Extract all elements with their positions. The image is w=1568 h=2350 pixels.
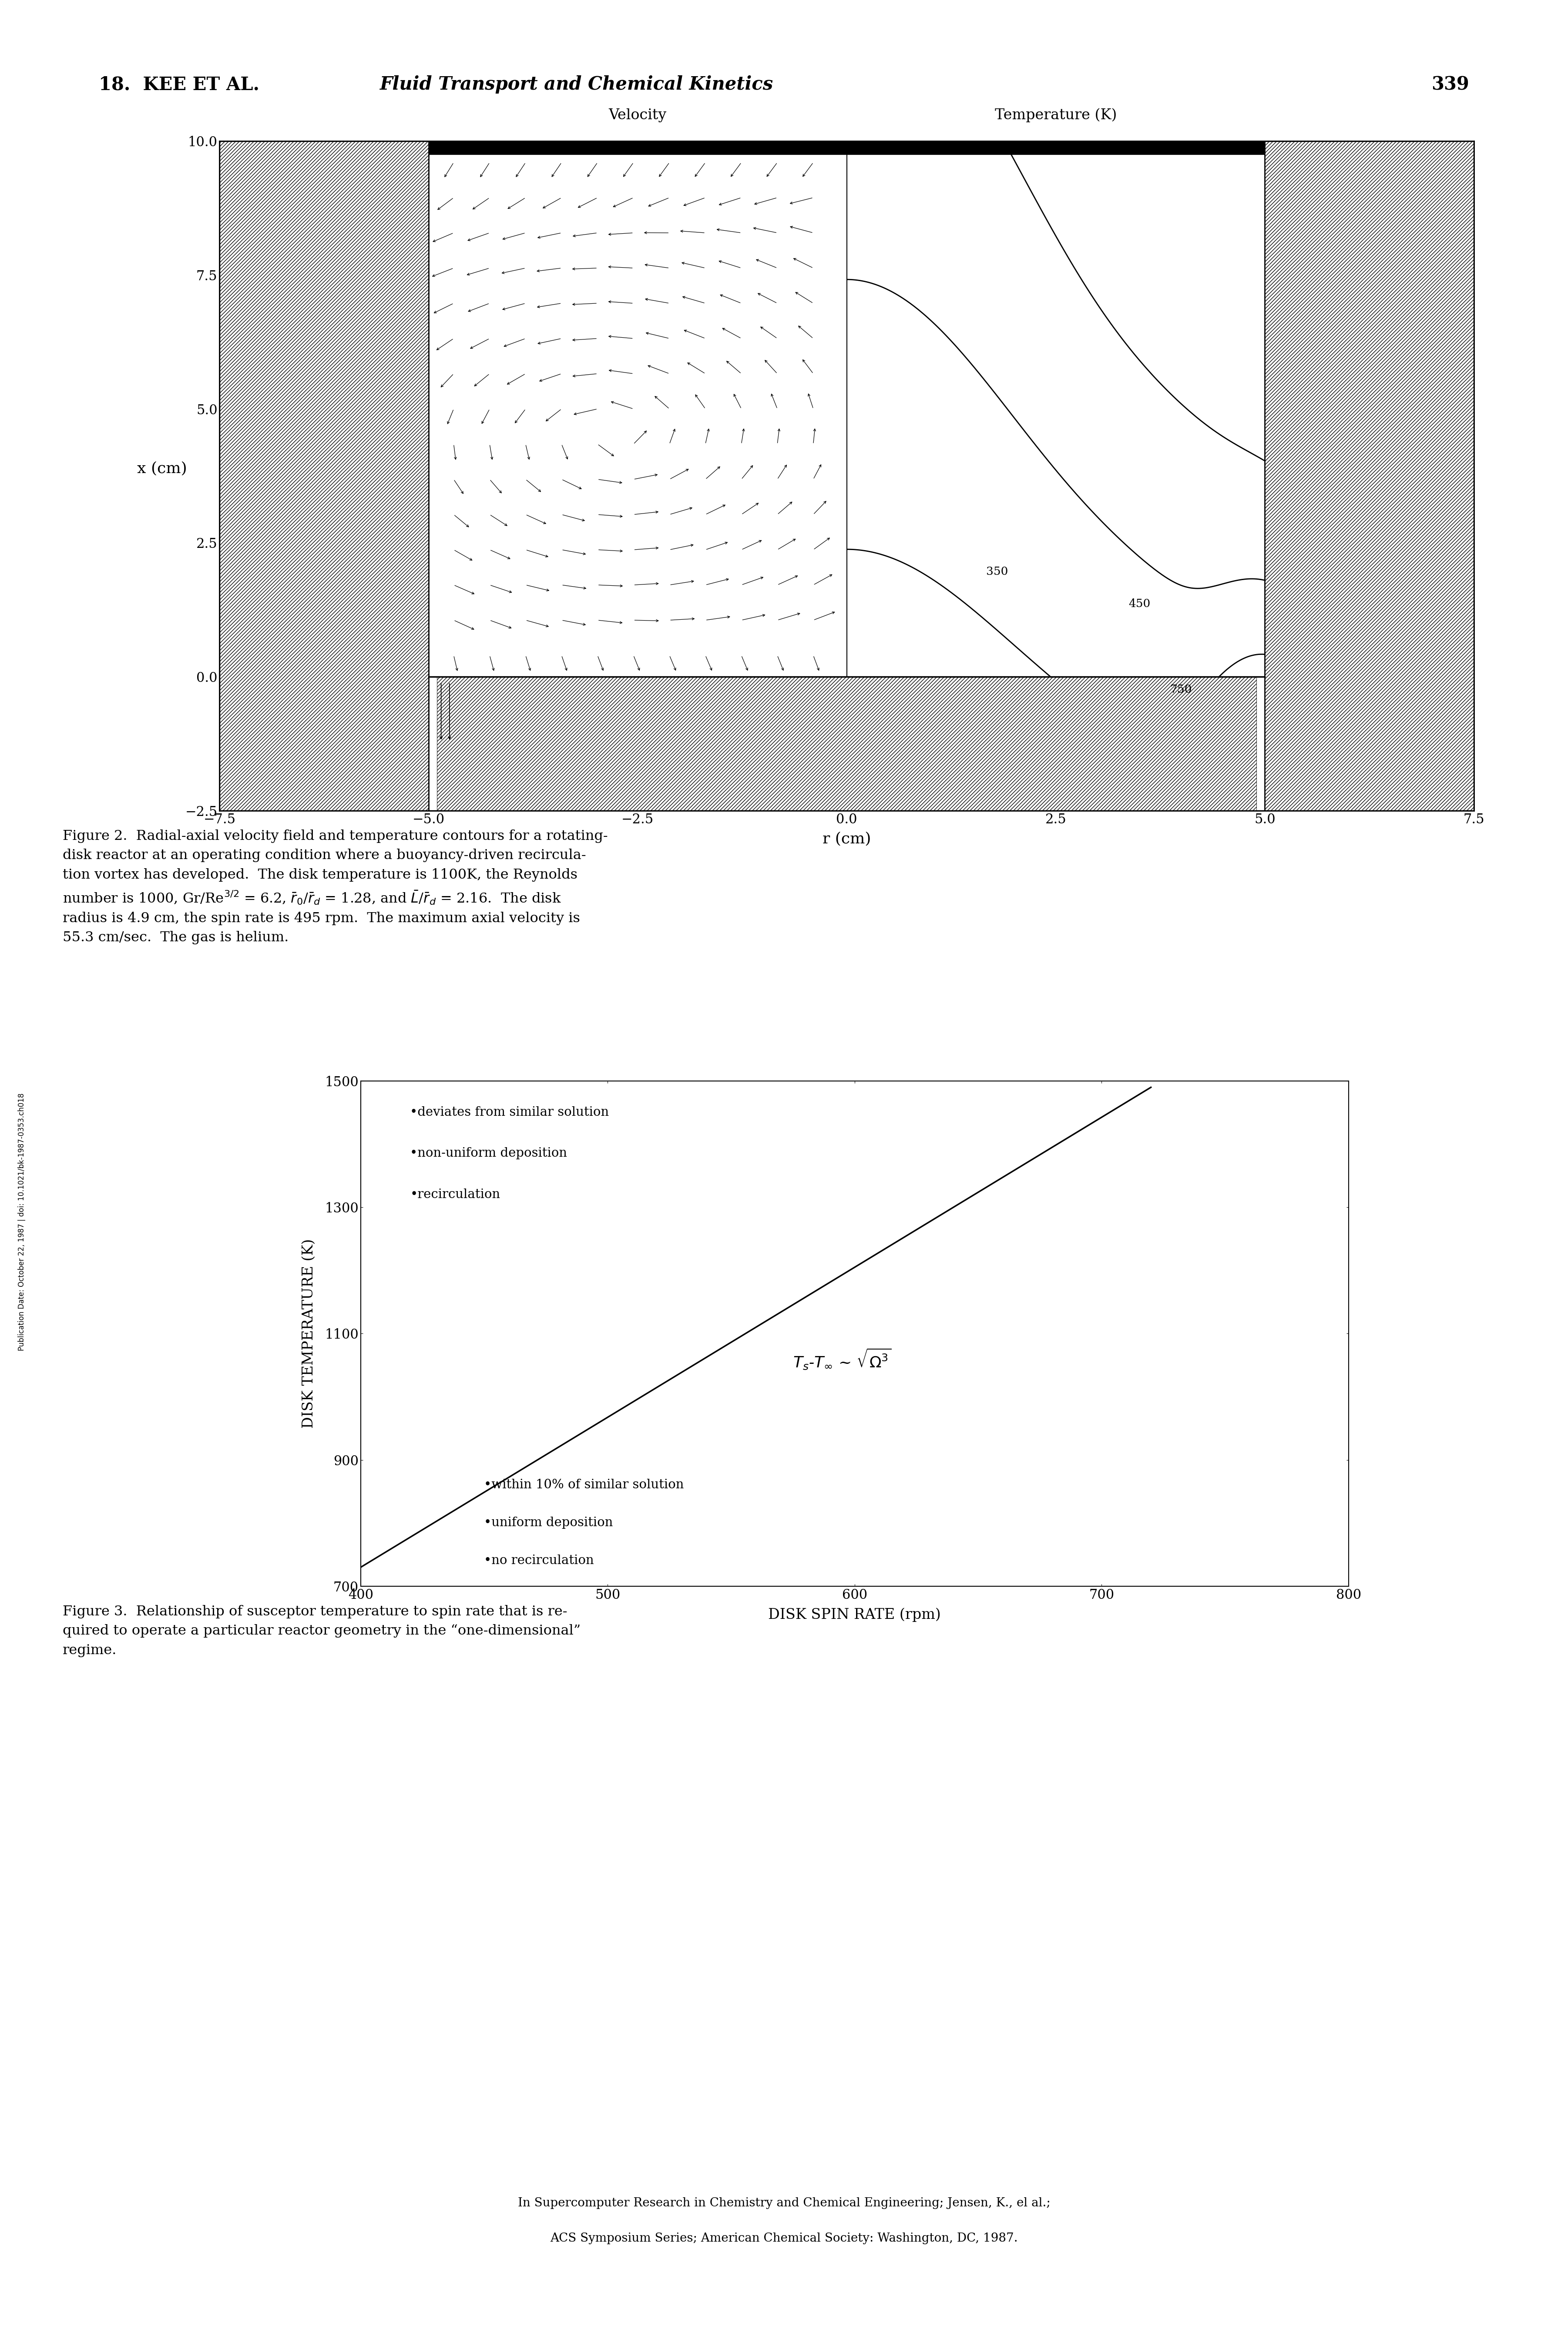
- Polygon shape: [1265, 141, 1474, 811]
- Text: ACS Symposium Series; American Chemical Society: Washington, DC, 1987.: ACS Symposium Series; American Chemical …: [550, 2232, 1018, 2244]
- Polygon shape: [220, 141, 428, 811]
- Text: $T_s$-$T_\infty$ ~ $\sqrt{\Omega^3}$: $T_s$-$T_\infty$ ~ $\sqrt{\Omega^3}$: [793, 1347, 892, 1370]
- Text: •deviates from similar solution: •deviates from similar solution: [409, 1107, 608, 1119]
- X-axis label: DISK SPIN RATE (rpm): DISK SPIN RATE (rpm): [768, 1607, 941, 1622]
- Text: 750: 750: [1170, 684, 1192, 696]
- Text: •no recirculation: •no recirculation: [485, 1556, 594, 1567]
- Text: 450: 450: [1129, 599, 1151, 609]
- Text: Fluid Transport and Chemical Kinetics: Fluid Transport and Chemical Kinetics: [379, 75, 773, 94]
- Text: Velocity: Velocity: [608, 108, 666, 122]
- Text: 339: 339: [1432, 75, 1469, 94]
- Polygon shape: [1256, 677, 1265, 811]
- Text: •within 10% of similar solution: •within 10% of similar solution: [485, 1478, 684, 1490]
- Text: 18.  KEE ET AL.: 18. KEE ET AL.: [99, 75, 259, 94]
- Text: •uniform deposition: •uniform deposition: [485, 1516, 613, 1530]
- Polygon shape: [428, 677, 437, 811]
- Text: •non-uniform deposition: •non-uniform deposition: [409, 1147, 568, 1159]
- Text: 350: 350: [986, 566, 1008, 578]
- Text: Temperature (K): Temperature (K): [994, 108, 1116, 122]
- Y-axis label: x (cm): x (cm): [136, 461, 187, 475]
- Text: Publication Date: October 22, 1987 | doi: 10.1021/bk-1987-0353.ch018: Publication Date: October 22, 1987 | doi…: [19, 1093, 25, 1351]
- X-axis label: r (cm): r (cm): [823, 832, 870, 846]
- Polygon shape: [428, 141, 1265, 155]
- Y-axis label: DISK TEMPERATURE (K): DISK TEMPERATURE (K): [301, 1238, 315, 1429]
- Text: In Supercomputer Research in Chemistry and Chemical Engineering; Jensen, K., el : In Supercomputer Research in Chemistry a…: [517, 2197, 1051, 2209]
- Text: •recirculation: •recirculation: [409, 1189, 500, 1201]
- Text: Figure 3.  Relationship of susceptor temperature to spin rate that is re-
quired: Figure 3. Relationship of susceptor temp…: [63, 1605, 580, 1657]
- Polygon shape: [437, 677, 1256, 811]
- Text: Figure 2.  Radial-axial velocity field and temperature contours for a rotating-
: Figure 2. Radial-axial velocity field an…: [63, 830, 608, 945]
